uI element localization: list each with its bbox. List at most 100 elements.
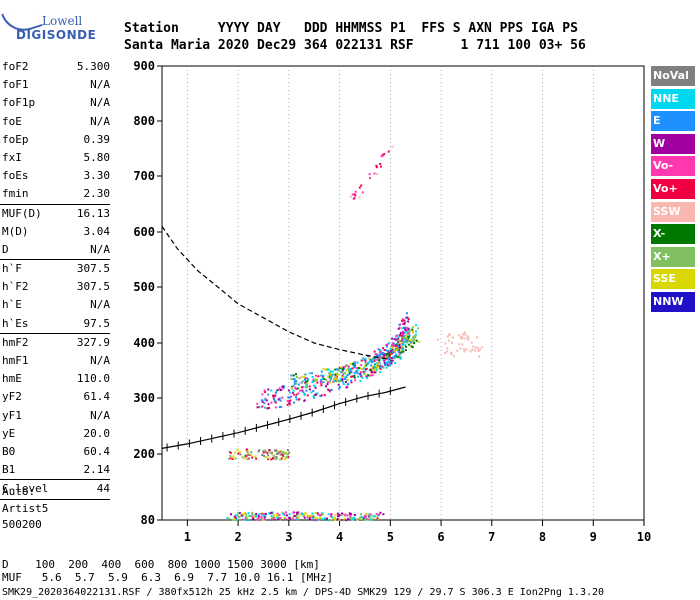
echo-point — [331, 370, 334, 373]
echo-point — [279, 389, 282, 392]
echo-point — [233, 518, 236, 521]
echo-point — [262, 514, 265, 517]
echo-point — [260, 517, 263, 520]
echo-point — [406, 331, 409, 333]
echo-point — [392, 344, 394, 347]
echo-point — [387, 361, 390, 364]
echo-point — [387, 150, 390, 153]
echo-point — [328, 376, 331, 379]
echo-point — [306, 394, 309, 397]
echo-point — [400, 351, 403, 354]
echo-point — [359, 516, 362, 519]
echo-point — [226, 516, 229, 519]
echo-point — [411, 337, 414, 340]
echo-point — [396, 345, 399, 347]
echo-point — [401, 318, 404, 321]
echo-point — [417, 327, 420, 330]
echo-point — [411, 346, 414, 348]
echo-point — [389, 361, 392, 364]
echo-point — [273, 398, 276, 401]
echo-point — [308, 515, 311, 518]
echo-point — [362, 357, 365, 360]
echo-point — [302, 391, 305, 394]
echo-point — [343, 367, 346, 370]
echo-point — [401, 333, 404, 336]
echo-point — [361, 376, 364, 379]
echo-point — [245, 515, 247, 518]
echo-point — [355, 367, 358, 370]
echo-point — [341, 367, 344, 370]
echo-point — [360, 364, 363, 367]
echo-point — [348, 368, 351, 371]
echo-point — [264, 391, 267, 393]
echo-point — [310, 391, 313, 394]
echo-point — [364, 357, 367, 360]
param-row: hmE 110.0 — [0, 370, 110, 388]
echo-point — [404, 326, 407, 329]
echo-point — [275, 452, 278, 455]
echo-point — [292, 389, 295, 392]
echo-point — [456, 349, 459, 352]
param-value: N/A — [90, 96, 110, 110]
echo-point — [264, 515, 267, 518]
echo-point — [401, 322, 404, 325]
echo-point — [327, 375, 330, 378]
muf-table-row2: MUF 5.6 5.7 5.9 6.3 6.9 7.7 10.0 16.1 [M… — [2, 571, 334, 584]
echo-point — [295, 373, 297, 376]
param-name: M(D) — [2, 224, 29, 238]
param-name: foEp — [2, 132, 29, 146]
echo-point — [367, 362, 370, 365]
echo-point — [340, 375, 343, 378]
echo-point — [400, 336, 403, 339]
echo-point — [365, 363, 368, 366]
param-row: M(D) 3.04 — [0, 223, 110, 241]
echo-point — [322, 381, 325, 384]
echo-point — [254, 514, 257, 517]
param-value: N/A — [90, 408, 110, 422]
echo-point — [317, 375, 320, 378]
echo-point — [338, 514, 341, 517]
echo-point — [347, 367, 350, 370]
echo-point — [391, 145, 394, 148]
echo-point — [365, 367, 368, 370]
echo-point — [256, 406, 259, 409]
echo-point — [286, 453, 289, 456]
echo-point — [368, 173, 371, 176]
echo-point — [338, 387, 341, 390]
echo-point — [415, 324, 418, 327]
echo-point — [323, 517, 326, 520]
echo-point — [306, 514, 309, 517]
logo-line2: DIGISONDE — [16, 28, 97, 42]
echo-point — [293, 401, 295, 404]
echo-point — [375, 166, 378, 169]
echo-point — [378, 513, 381, 516]
header-row2: Santa Maria 2020 Dec29 364 022131 RSF 1 … — [124, 38, 586, 53]
echo-point — [345, 386, 348, 389]
echo-point — [319, 394, 322, 397]
echo-point — [266, 407, 269, 410]
auto-panel: Auto: Artist5 500200 — [2, 484, 48, 534]
echo-point — [336, 512, 339, 515]
echo-point — [398, 344, 401, 347]
echo-point — [276, 514, 279, 517]
echo-point — [376, 173, 379, 176]
echo-point — [317, 513, 320, 516]
echo-point — [296, 518, 299, 521]
echo-point — [405, 328, 408, 331]
echo-point — [385, 358, 388, 361]
echo-point — [347, 517, 350, 520]
param-value: N/A — [90, 354, 110, 367]
echo-point — [329, 378, 332, 381]
echo-point — [373, 371, 376, 374]
echo-point — [282, 452, 285, 455]
echo-point — [400, 332, 402, 335]
echo-point — [392, 345, 395, 348]
param-separator — [0, 498, 110, 500]
echo-point — [312, 517, 315, 519]
echo-point — [241, 518, 244, 521]
echo-point — [326, 383, 329, 386]
echo-point — [478, 348, 481, 351]
echo-point — [271, 453, 273, 455]
echo-point — [237, 452, 240, 455]
param-value: 44 — [96, 482, 110, 496]
